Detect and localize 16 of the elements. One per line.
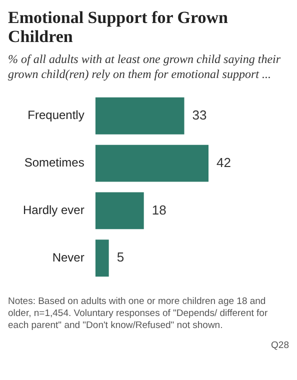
bar <box>95 97 184 134</box>
text: Notes: Based on adults with one or more children age 18 and older, n=1,454. Voluntary responses of "Depends/ different for each parent" and "Don't know/Refused" not shown. <box>8 296 269 332</box>
bar <box>95 192 144 230</box>
y-tick-label: Never <box>52 250 84 264</box>
chart-subtitle: % of all adults with at least one grown child saying their grown child(ren) rely on them for emotional support ... <box>8 52 282 82</box>
data-label: 42 <box>216 154 231 170</box>
y-tick-label: Sometimes <box>24 156 84 170</box>
data-label: 18 <box>152 202 166 218</box>
data-label: 33 <box>192 107 207 122</box>
data-label: 5 <box>116 250 124 265</box>
y-tick-label: Frequently <box>28 108 84 122</box>
text: Q28 <box>270 340 289 351</box>
chart-title: Emotional Support for Grown Children <box>8 8 229 46</box>
bar <box>95 144 209 182</box>
bar <box>95 240 109 277</box>
y-tick-label: Hardly ever <box>22 203 84 218</box>
